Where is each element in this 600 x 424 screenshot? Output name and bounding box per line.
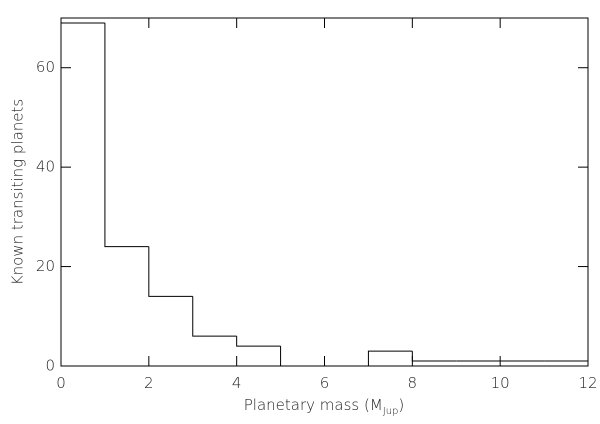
x-tick-label: 4	[232, 374, 242, 392]
y-axis-label: Known transiting planets	[9, 99, 27, 285]
y-tick-label: 60	[36, 58, 55, 76]
histogram-bin	[236, 336, 281, 347]
x-tick-label: 2	[144, 374, 154, 392]
histogram-bin	[192, 296, 237, 337]
x-tick-label: 10	[491, 374, 510, 392]
x-tick-label: 0	[56, 374, 66, 392]
plot-frame	[60, 17, 589, 367]
histogram-bin	[411, 351, 457, 362]
x-tick-label: 6	[320, 374, 330, 392]
x-tick-label: 8	[408, 374, 418, 392]
histogram-bin	[148, 246, 193, 297]
y-tick-label: 40	[36, 158, 55, 176]
x-tick-label: 12	[578, 374, 597, 392]
y-tick-label: 20	[36, 257, 55, 275]
x-label-sub: Jup	[383, 406, 399, 417]
x-label-end: )	[398, 396, 404, 414]
histogram-bin	[280, 346, 325, 367]
x-label-main: Planetary mass (M	[244, 396, 383, 414]
histogram-bin	[367, 350, 413, 366]
y-tick-label: 0	[45, 357, 55, 375]
histogram-bin	[104, 22, 149, 248]
x-axis-label: Planetary mass (MJup)	[244, 396, 405, 417]
